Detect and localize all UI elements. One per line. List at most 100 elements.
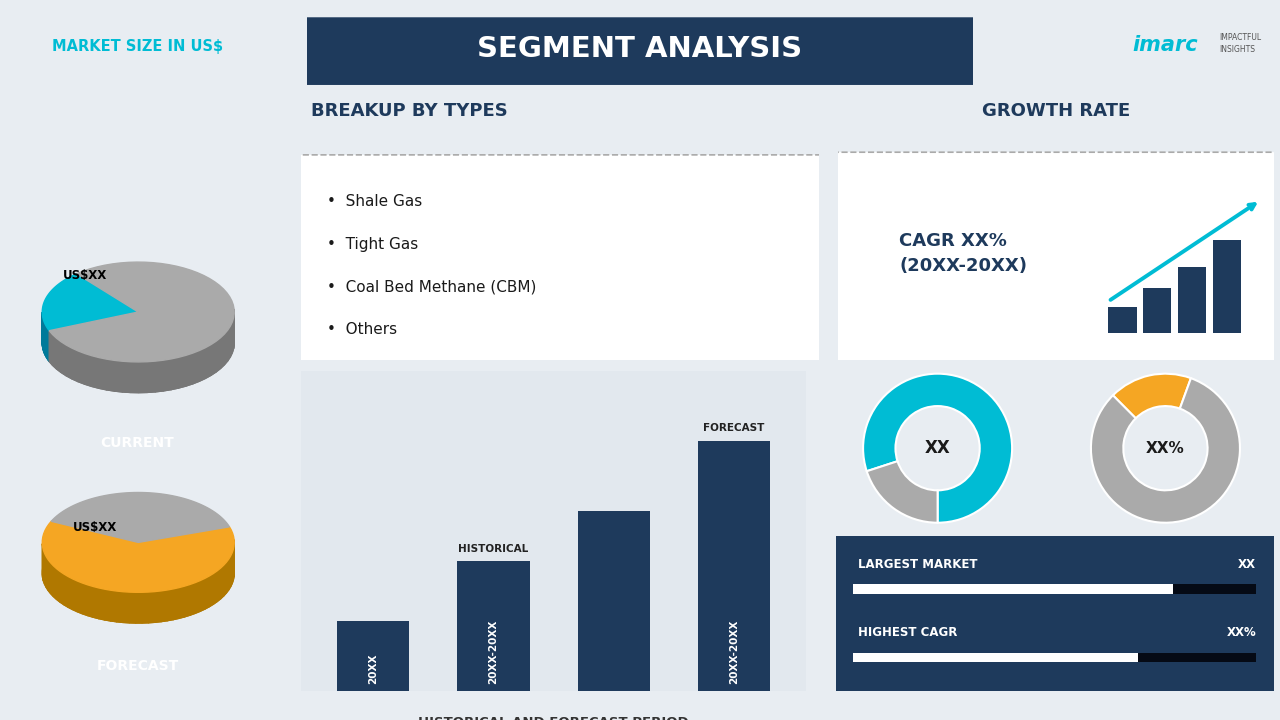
Polygon shape: [131, 361, 138, 392]
Polygon shape: [220, 565, 224, 599]
Polygon shape: [123, 361, 131, 392]
Polygon shape: [111, 590, 116, 622]
FancyBboxPatch shape: [296, 368, 812, 694]
Text: imarc: imarc: [1133, 35, 1198, 55]
Polygon shape: [211, 341, 216, 375]
Polygon shape: [224, 330, 228, 365]
Polygon shape: [68, 577, 73, 610]
Text: IMPACTFUL
INSIGHTS: IMPACTFUL INSIGHTS: [1220, 33, 1261, 53]
Polygon shape: [123, 592, 129, 623]
Polygon shape: [49, 293, 234, 392]
Polygon shape: [46, 557, 49, 590]
Bar: [457, 561, 530, 691]
Polygon shape: [60, 572, 64, 605]
Bar: [1212, 240, 1242, 333]
Polygon shape: [72, 348, 78, 382]
Wedge shape: [863, 374, 1012, 523]
Polygon shape: [205, 576, 209, 609]
Polygon shape: [229, 556, 230, 590]
Polygon shape: [99, 588, 105, 620]
Polygon shape: [42, 542, 234, 623]
Polygon shape: [136, 593, 142, 623]
Polygon shape: [209, 574, 214, 607]
Polygon shape: [73, 579, 77, 612]
FancyBboxPatch shape: [287, 17, 993, 85]
Polygon shape: [49, 330, 52, 365]
Polygon shape: [163, 359, 170, 391]
Polygon shape: [214, 571, 218, 604]
Text: CURRENT: CURRENT: [101, 436, 174, 450]
Polygon shape: [116, 591, 123, 622]
Polygon shape: [49, 262, 234, 362]
Text: FORECAST: FORECAST: [96, 659, 179, 673]
Text: XX: XX: [924, 439, 951, 457]
Polygon shape: [148, 592, 155, 623]
Polygon shape: [77, 581, 82, 613]
Polygon shape: [142, 592, 148, 623]
Text: 20XX-20XX: 20XX-20XX: [489, 619, 498, 684]
Polygon shape: [78, 351, 84, 384]
Polygon shape: [227, 559, 229, 593]
Polygon shape: [220, 334, 224, 369]
Polygon shape: [230, 322, 232, 357]
Polygon shape: [161, 590, 166, 621]
Polygon shape: [99, 358, 106, 390]
Polygon shape: [228, 326, 230, 361]
Polygon shape: [42, 305, 138, 361]
Polygon shape: [56, 338, 61, 372]
Text: XX%: XX%: [1226, 626, 1256, 639]
Text: 20XX: 20XX: [369, 653, 378, 684]
Polygon shape: [232, 318, 233, 353]
Polygon shape: [61, 342, 67, 376]
Text: FORECAST: FORECAST: [704, 423, 765, 433]
Polygon shape: [216, 338, 220, 372]
Text: HISTORICAL: HISTORICAL: [458, 544, 529, 554]
Bar: [1172, 585, 1256, 594]
Polygon shape: [92, 356, 99, 388]
Polygon shape: [138, 361, 147, 392]
Polygon shape: [84, 354, 92, 387]
Polygon shape: [93, 587, 99, 618]
Bar: [1143, 288, 1171, 333]
Polygon shape: [195, 580, 200, 613]
Text: •  Coal Bed Methane (CBM): • Coal Bed Methane (CBM): [326, 279, 536, 294]
Polygon shape: [51, 492, 229, 542]
Polygon shape: [67, 345, 72, 379]
Polygon shape: [179, 586, 184, 618]
Polygon shape: [200, 578, 205, 611]
Polygon shape: [218, 568, 220, 602]
Polygon shape: [49, 559, 51, 593]
Polygon shape: [189, 582, 195, 615]
Text: US$XX: US$XX: [73, 521, 118, 534]
Bar: [854, 585, 1172, 594]
FancyBboxPatch shape: [291, 155, 829, 365]
Polygon shape: [200, 348, 205, 382]
Polygon shape: [230, 553, 232, 587]
Polygon shape: [147, 361, 155, 392]
Polygon shape: [205, 345, 211, 379]
Text: BREAKUP BY TYPES: BREAKUP BY TYPES: [311, 102, 508, 120]
FancyBboxPatch shape: [823, 532, 1280, 696]
Bar: [1138, 652, 1256, 662]
Text: XX%: XX%: [1146, 441, 1185, 456]
Bar: [337, 621, 410, 691]
Text: MARKET SIZE IN US$: MARKET SIZE IN US$: [52, 40, 223, 54]
Bar: [1108, 307, 1137, 333]
Wedge shape: [1112, 374, 1190, 418]
Text: •  Tight Gas: • Tight Gas: [326, 237, 419, 251]
Text: US$XX: US$XX: [63, 269, 108, 282]
Polygon shape: [42, 274, 138, 330]
Polygon shape: [105, 589, 111, 621]
Bar: [1178, 267, 1206, 333]
Polygon shape: [170, 357, 178, 390]
Polygon shape: [82, 583, 88, 616]
Polygon shape: [51, 563, 54, 597]
Wedge shape: [867, 462, 937, 523]
Polygon shape: [88, 585, 93, 617]
Text: GROWTH RATE: GROWTH RATE: [982, 102, 1130, 120]
Bar: [854, 652, 1138, 662]
Text: HIGHEST CAGR: HIGHEST CAGR: [858, 626, 957, 639]
Polygon shape: [64, 574, 68, 607]
Polygon shape: [224, 562, 227, 596]
Text: 20XX-20XX: 20XX-20XX: [730, 619, 739, 684]
